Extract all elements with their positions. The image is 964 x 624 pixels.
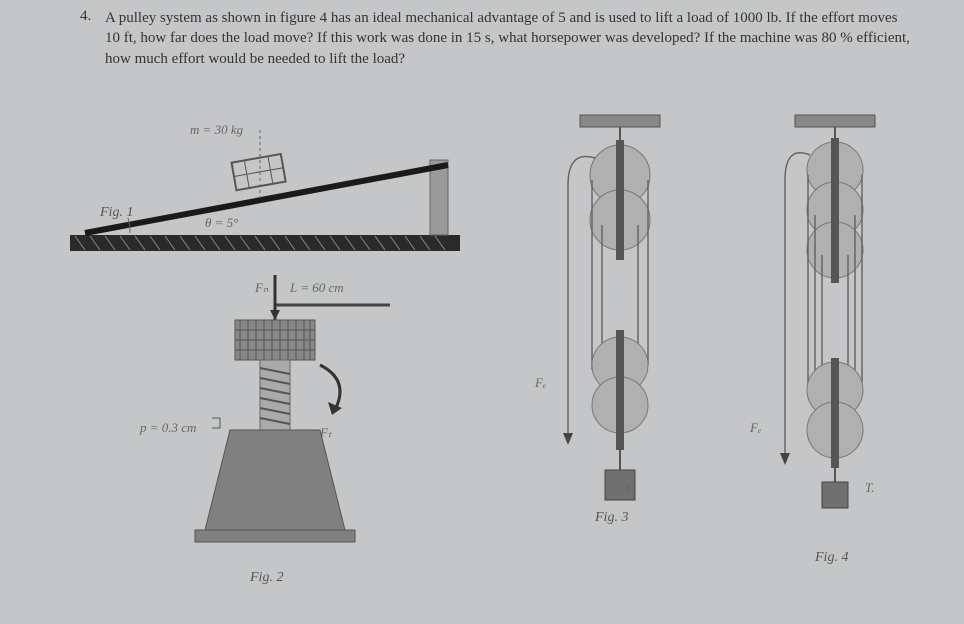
fig4-fe: Fₑ xyxy=(750,420,761,436)
fig1-angle: θ = 5° xyxy=(205,215,238,231)
fig2-pitch: p = 0.3 cm xyxy=(140,420,196,436)
figure-4: Fₑ T. Fig. 4 xyxy=(740,110,920,590)
fig3-fe: Fₑ xyxy=(535,375,546,391)
figure-2: Fₙ L = 60 cm p = 0.3 cm Fₜ Fig. 2 xyxy=(140,270,440,600)
fig1-svg xyxy=(60,110,480,290)
fig1-label: Fig. 1 xyxy=(100,205,133,221)
figures-area: Fig. 1 m = 30 kg θ = 5° xyxy=(60,110,940,610)
fig2-fn: Fₙ xyxy=(255,280,268,296)
fig2-ft: Fₜ xyxy=(320,425,332,441)
fig1-mass: m = 30 kg xyxy=(190,122,243,138)
fig2-length: L = 60 cm xyxy=(290,280,344,296)
fig3-label: Fig. 3 xyxy=(595,510,628,526)
fig3-fr: Fᵣ xyxy=(625,480,636,496)
fig4-label: Fig. 4 xyxy=(815,550,848,566)
page: 4. A pulley system as shown in figure 4 … xyxy=(60,0,940,624)
figure-3: Fₑ Fᵣ Fig. 3 xyxy=(530,110,710,570)
question-text: A pulley system as shown in figure 4 has… xyxy=(105,8,915,69)
figure-1: Fig. 1 m = 30 kg θ = 5° xyxy=(60,110,480,290)
question-number: 4. xyxy=(80,8,91,25)
fig4-svg xyxy=(740,110,920,550)
fig4-fr: T. xyxy=(865,480,875,496)
fig2-label: Fig. 2 xyxy=(250,570,283,586)
fig3-svg xyxy=(530,110,710,540)
